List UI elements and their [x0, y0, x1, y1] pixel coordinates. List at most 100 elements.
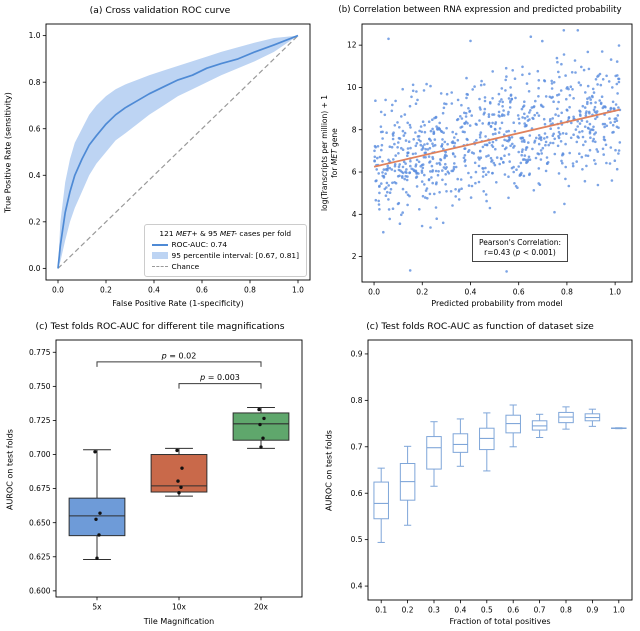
boxplot-0.7: [531, 413, 548, 438]
y-tick-label: 0.650: [29, 518, 51, 527]
y-tick-label: 0.4: [351, 582, 363, 591]
y-tick-label: 8: [352, 125, 357, 134]
scatter-y-axis-label: log(Transcripts per million) + 1 for MET…: [320, 43, 340, 263]
panel-roc: 0.0 0.2 0.4 0.6 0.8 1.0 0.0 0.2 0.4 0.6 0.8 1.0 (a)…: [0, 0, 320, 316]
x-tick-label: 0.4: [454, 606, 466, 615]
x-tick-label: 0.5: [481, 606, 493, 615]
boxplot-0.6: [505, 404, 521, 448]
y-tick-label: 1.0: [29, 31, 41, 40]
fold-point: [261, 436, 265, 440]
y-tick-label: 2: [352, 252, 357, 261]
x-tick-label: 0.6: [507, 606, 519, 615]
cases-text: 121: [159, 229, 176, 238]
x-tick-label: 1.0: [292, 286, 304, 295]
y-tick-label: 0.775: [29, 348, 51, 357]
boxplot-0.9: [584, 408, 601, 427]
roc-legend-item-chance: Chance: [151, 261, 299, 272]
y-tick-label: 0.6: [351, 489, 363, 498]
y-tick-label: 0.700: [29, 450, 51, 459]
significance-bracket: [178, 383, 262, 389]
x-tick-label: 0.7: [534, 606, 546, 615]
x-tick-label: 1.0: [613, 606, 625, 615]
x-tick-label: 0.8: [244, 286, 256, 295]
fold-point: [258, 422, 262, 427]
fold-point: [257, 407, 261, 412]
y-label-text: for: [330, 165, 339, 178]
fold-point: [93, 450, 97, 454]
magnification-boxplot-svg: 5x 10x 20x 0.600 0.625 0.650 0.675 0.700 0.725 0.…: [29, 339, 303, 612]
significance-bracket: [96, 361, 262, 367]
y-label-text: gene: [330, 128, 339, 150]
roc-line-swatch-icon: [151, 243, 168, 246]
plot-frame: [45, 23, 311, 281]
met-gene-text: MET: [330, 149, 339, 166]
boxplot-0.8: [558, 406, 574, 430]
scatter-plot-svg: 0.0 0.2 0.4 0.6 0.8 1.0 2 4 6 8 10 12: [347, 23, 633, 297]
dataset-size-title: (c) Test folds ROC-AUC as function of da…: [366, 321, 594, 332]
x-tick-label: 0.2: [402, 606, 414, 615]
y-tick-label: 6: [352, 168, 357, 177]
boxplot-0.3: [426, 421, 442, 487]
roc-y-axis-label: True Positive Rate (sensitivity): [3, 92, 13, 213]
pearson-annotation-line2: r=0.43 (p < 0.001): [479, 248, 561, 258]
y-tick-label: 0.7: [351, 442, 363, 451]
panel-rna-scatter: 0.0 0.2 0.4 0.6 0.8 1.0 2 4 6 8 10 12 (b) Correlati…: [320, 0, 640, 316]
boxplot-5x: [68, 449, 126, 561]
roc-legend: 121 MET+ & 95 MET- cases per fold ROC-AU…: [143, 224, 307, 277]
y-tick-label: 0.8: [351, 396, 363, 405]
roc-confidence-band: [58, 35, 298, 269]
x-tick-label: 5x: [92, 603, 102, 612]
y-tick-label: 12: [347, 41, 357, 50]
x-tick-label: 1.0: [609, 288, 621, 297]
fold-point: [175, 448, 179, 453]
boxplot-0.4: [452, 418, 469, 467]
boxplot-0.1: [373, 467, 389, 543]
x-tick-label: 0.0: [368, 288, 380, 297]
chance-label: Chance: [171, 262, 200, 271]
fold-point: [176, 479, 180, 483]
y-tick-label: 0.8: [29, 78, 41, 87]
fold-point: [94, 517, 98, 521]
boxplot-0.2: [399, 445, 416, 526]
p-value-label: p = 0.02: [161, 351, 197, 360]
dataset-size-x-axis-label: Fraction of total positives: [449, 617, 551, 626]
y-tick-label: 0.0: [29, 264, 41, 273]
pearson-annotation: Pearson's Correlation: r=0.43 (p < 0.001…: [471, 234, 568, 262]
y-tick-label: 0.725: [29, 416, 51, 425]
roc-mean-curve: [57, 34, 299, 269]
fold-point: [177, 491, 181, 495]
y-tick-label: 4: [352, 210, 357, 219]
x-tick-label: 0.1: [375, 606, 387, 615]
y-tick-label: 0.600: [29, 586, 51, 595]
met-positive-text: MET+: [175, 229, 198, 238]
y-tick-label: 0.4: [29, 171, 41, 180]
boxplot-20x: [232, 406, 290, 449]
roc-legend-cases: 121 MET+ & 95 MET- cases per fold: [152, 228, 299, 239]
chance-dashed-swatch-icon: [151, 266, 168, 267]
y-label-line1: log(Transcripts per million) + 1: [320, 94, 329, 212]
boxplot-0.5: [479, 412, 495, 472]
scatter-title: (b) Correlation between RNA expression a…: [338, 5, 622, 15]
y-tick-label: 0.675: [29, 484, 51, 493]
scatter-x-axis-label: Predicted probability from model: [431, 299, 563, 308]
regression-line: [373, 108, 621, 168]
dataset-size-y-axis-label: AUROC on test folds: [324, 430, 334, 511]
fold-point: [95, 556, 99, 560]
roc-title: (a) Cross validation ROC curve: [89, 5, 231, 16]
roc-x-axis-label: False Positive Rate (1-specificity): [112, 299, 244, 308]
x-tick-label: 0.4: [148, 286, 160, 295]
roc-legend-item-auc: ROC-AUC: 0.74: [151, 239, 299, 250]
x-tick-label: 0.6: [196, 286, 208, 295]
p-symbol-text: p: [515, 248, 521, 257]
dataset-size-boxplot-svg: 0.1 0.2 0.3 0.4 0.5 0.6 0.7 0.8 0.9 1.0 0.4 0.5 0.6 0…: [351, 339, 633, 615]
cases-text: & 95: [197, 229, 220, 238]
magnification-x-axis-label: Tile Magnification: [143, 617, 215, 626]
fold-point: [180, 466, 184, 470]
fold-point: [97, 533, 101, 537]
y-label-line2: for MET gene: [330, 43, 340, 263]
y-tick-label: 0.5: [351, 535, 363, 544]
r-value-text: r=0.43 (: [484, 248, 516, 257]
x-tick-label: 0.0: [52, 286, 64, 295]
x-tick-label: 0.2: [416, 288, 428, 297]
